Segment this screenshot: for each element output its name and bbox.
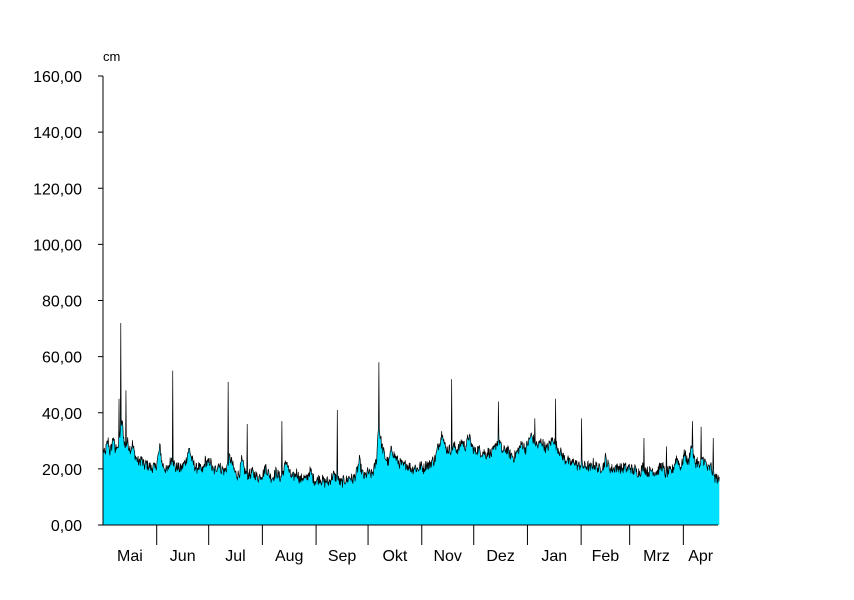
y-unit-label: cm — [103, 49, 120, 64]
series-area-fill — [103, 322, 720, 525]
x-month-label: Okt — [382, 548, 407, 565]
labels-layer: 0,00 20,00 40,00 60,00 80,00 100,00 120,00 140,… — [33, 49, 714, 565]
y-tick-label: 0,00 — [51, 518, 82, 535]
x-month-label: Jun — [170, 548, 196, 565]
x-month-label: Mai — [117, 548, 143, 565]
y-tick-label: 160,00 — [33, 69, 82, 86]
x-month-label: Dez — [486, 548, 514, 565]
y-tick-label: 60,00 — [42, 350, 82, 367]
x-month-label: Jul — [225, 548, 245, 565]
y-tick-label: 100,00 — [33, 237, 82, 254]
series-line — [102, 322, 720, 488]
y-tick-label: 140,00 — [33, 125, 82, 142]
x-month-label: Apr — [688, 548, 714, 565]
x-month-label: Sep — [328, 548, 357, 565]
y-tick-label: 120,00 — [33, 181, 82, 198]
series-area-layer — [102, 322, 720, 525]
x-month-label: Jan — [541, 548, 567, 565]
axes-layer — [98, 75, 718, 545]
x-month-label: Nov — [433, 548, 461, 565]
x-month-label: Aug — [275, 548, 303, 565]
y-tick-label: 80,00 — [42, 294, 82, 311]
y-tick-label: 20,00 — [42, 462, 82, 479]
x-month-label: Feb — [592, 548, 620, 565]
y-tick-label: 40,00 — [42, 406, 82, 423]
x-month-label: Mrz — [643, 548, 670, 565]
